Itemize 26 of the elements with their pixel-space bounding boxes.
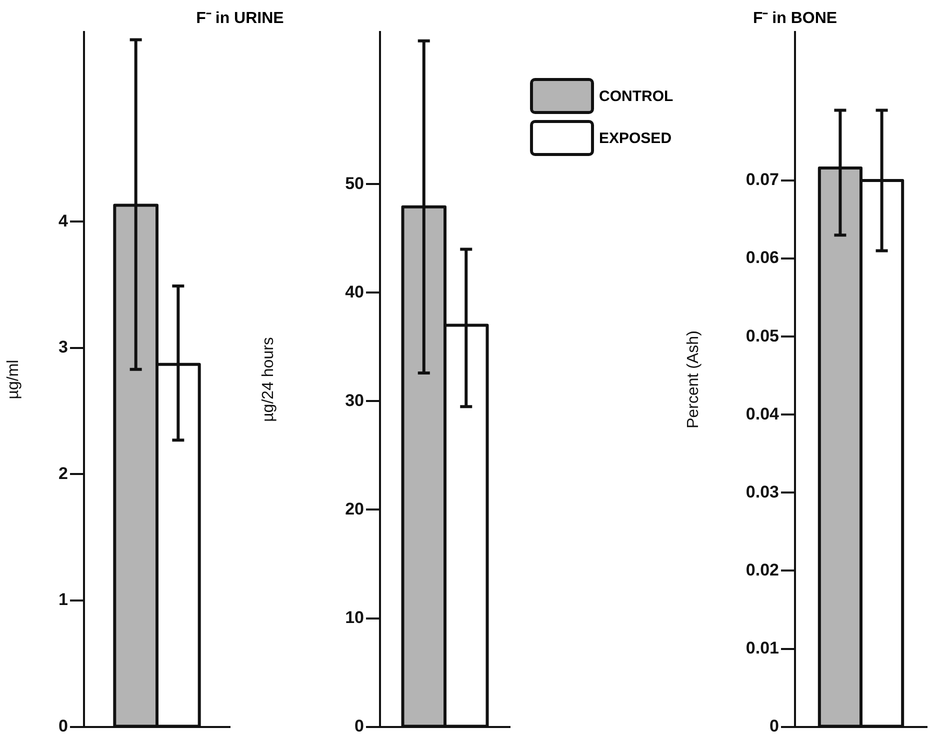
legend-label: CONTROL [599, 88, 674, 104]
legend-label: EXPOSED [599, 130, 672, 146]
chart-title: F⁻ in URINE [195, 9, 285, 28]
y-tick-label: 2 [58, 464, 68, 483]
y-axis-title: µg/24 hours [260, 337, 278, 422]
y-tick-label: 30 [345, 390, 364, 410]
y-tick-label: 0.04 [746, 404, 780, 424]
y-tick-label: 4 [58, 211, 69, 230]
y-tick-label: 0.07 [746, 170, 779, 190]
chart-title: F⁻ in BONE [752, 9, 838, 28]
y-tick-label: 40 [345, 282, 364, 302]
y-tick-label: 20 [345, 499, 364, 518]
y-tick-label: 0.02 [746, 560, 779, 580]
y-tick-label: 0.05 [746, 326, 779, 346]
y-tick-label: 50 [345, 174, 364, 193]
y-tick-label: 0.03 [746, 482, 779, 502]
y-tick-label: 3 [58, 338, 68, 357]
y-tick-label: 10 [345, 608, 364, 627]
y-axis-title: Percent (Ash) [685, 330, 702, 428]
y-tick-label: 0 [770, 716, 779, 736]
y-tick-label: 0 [354, 716, 364, 736]
y-tick-label: 1 [58, 590, 68, 610]
y-tick-label: 0 [58, 716, 68, 736]
y-tick-label: 0.06 [746, 248, 779, 268]
y-axis-title: µg/ml [5, 360, 22, 400]
y-tick-label: 0.01 [746, 638, 779, 658]
